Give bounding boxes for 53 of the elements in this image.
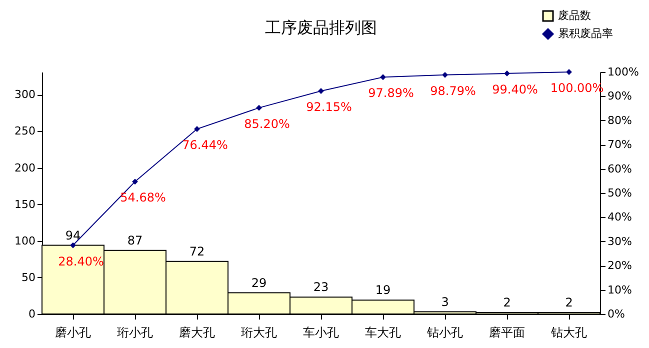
data-label: 98.79% — [430, 84, 476, 98]
x-tick-label: 磨大孔 — [179, 326, 215, 340]
x-tick-label: 磨平面 — [489, 326, 525, 340]
y-tick-label: 100 — [14, 234, 36, 248]
x-tick-label: 车大孔 — [365, 326, 401, 340]
x-tick-label: 珩大孔 — [241, 326, 277, 340]
x-tick-label: 钻大孔 — [550, 326, 587, 340]
y2-tick-label: 100% — [608, 66, 639, 78]
y2-tick-label: 50% — [608, 186, 632, 200]
data-label: 76.44% — [182, 138, 228, 152]
x-tick-label: 车小孔 — [303, 326, 339, 340]
data-label: 97.89% — [368, 86, 414, 100]
data-label: 23 — [313, 280, 329, 294]
data-label: 99.40% — [492, 82, 538, 96]
y-tick-label: 200 — [14, 161, 36, 174]
data-label: 54.68% — [120, 190, 166, 205]
point — [132, 178, 138, 185]
y2-tick-label: 90% — [608, 90, 632, 103]
data-label: 87 — [127, 233, 143, 248]
data-label: 2 — [565, 296, 573, 310]
chart-title: 工序废品排列图 — [265, 18, 377, 37]
data-label: 28.40% — [58, 254, 104, 268]
data-label: 85.20% — [244, 116, 290, 131]
data-label: 19 — [375, 283, 391, 298]
x-tick-label: 珩小孔 — [117, 326, 153, 340]
y-tick-label: 150 — [14, 198, 36, 211]
y2-tick-label: 30% — [608, 234, 632, 248]
y2-tick-label: 60% — [608, 162, 632, 176]
point — [380, 74, 386, 80]
data-label: 92.15% — [306, 100, 352, 114]
data-label: 94 — [65, 228, 81, 242]
y2-tick-label: 10% — [608, 283, 632, 296]
data-label: 3 — [441, 294, 449, 309]
y2-tick-label: 0% — [608, 308, 625, 320]
x-tick-label: 钻小孔 — [426, 326, 463, 340]
point — [70, 242, 76, 248]
legend-label: 累积废品率 — [558, 27, 613, 40]
point — [504, 70, 510, 76]
y-tick-label: 0 — [28, 308, 36, 320]
point — [256, 104, 262, 111]
y2-tick-label: 20% — [608, 259, 632, 272]
y2-tick-label: 40% — [608, 210, 632, 224]
y2-tick-label: 80% — [608, 114, 632, 127]
legend-label: 废品数 — [558, 9, 591, 22]
y2-tick-label: 70% — [608, 138, 632, 152]
data-label: 29 — [251, 276, 267, 290]
y-tick-label: 250 — [14, 124, 36, 138]
y-tick-label: 50 — [22, 270, 36, 284]
y-tick-label: 300 — [14, 88, 36, 102]
data-label: 72 — [189, 244, 205, 258]
data-label: 2 — [503, 296, 511, 310]
x-tick-label: 磨小孔 — [55, 326, 91, 340]
point — [442, 72, 448, 78]
